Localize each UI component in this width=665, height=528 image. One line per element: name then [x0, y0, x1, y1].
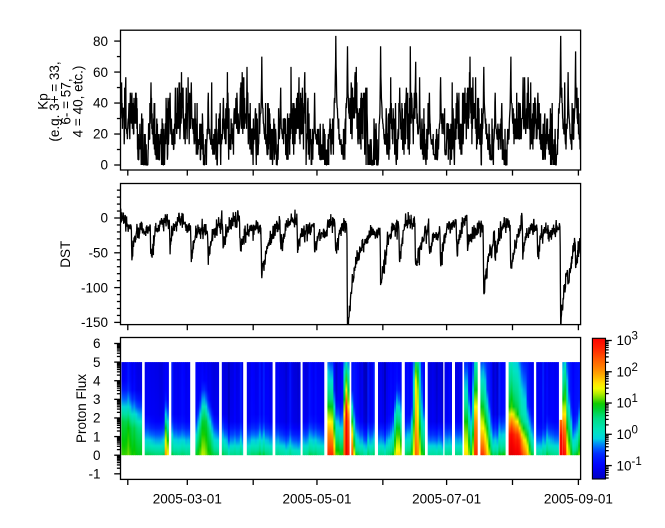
svg-text:-150: -150 — [81, 315, 108, 330]
svg-text:2: 2 — [93, 411, 101, 426]
svg-text:Proton Flux: Proton Flux — [74, 374, 89, 443]
svg-text:2005-03-01: 2005-03-01 — [153, 491, 222, 506]
svg-text:40: 40 — [93, 96, 108, 111]
svg-text:0: 0 — [100, 158, 108, 173]
svg-text:5: 5 — [93, 355, 101, 370]
svg-text:1: 1 — [93, 429, 101, 444]
svg-text:20: 20 — [93, 127, 108, 142]
svg-text:2005-07-01: 2005-07-01 — [412, 491, 481, 506]
svg-text:80: 80 — [93, 34, 108, 49]
svg-text:-50: -50 — [88, 246, 108, 261]
svg-text:2005-09-01: 2005-09-01 — [544, 491, 613, 506]
svg-text:-1: -1 — [88, 467, 100, 482]
svg-text:0: 0 — [100, 211, 108, 226]
svg-text:-100: -100 — [81, 280, 108, 295]
svg-text:DST: DST — [58, 241, 73, 268]
svg-text:Kp(e.g. 3+ = 33,6- = 57,4 = 40: Kp(e.g. 3+ = 33,6- = 57,4 = 40, etc.) — [35, 61, 85, 141]
svg-text:4: 4 — [93, 373, 101, 388]
svg-text:3: 3 — [93, 392, 101, 407]
svg-text:2005-05-01: 2005-05-01 — [282, 491, 351, 506]
svg-text:6: 6 — [93, 336, 101, 351]
svg-text:0: 0 — [93, 448, 101, 463]
svg-text:60: 60 — [93, 65, 108, 80]
